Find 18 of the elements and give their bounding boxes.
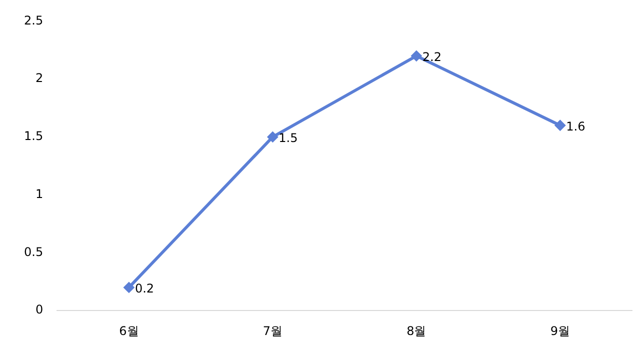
y-tick-label: 2: [35, 71, 44, 86]
y-tick-label: 1: [35, 186, 44, 201]
y-tick-label: 0.5: [24, 244, 44, 259]
point: [554, 120, 566, 131]
x-tick-label: 9월: [550, 324, 570, 338]
data-label: 1.6: [566, 120, 586, 134]
data-label: 2.2: [422, 50, 442, 64]
x-tick-label: 6월: [119, 324, 139, 338]
x-tick-label: 8월: [406, 324, 426, 338]
point: [123, 282, 134, 293]
data-label: 1.5: [278, 131, 298, 146]
x-tick-label: 7월: [262, 324, 282, 338]
point: [267, 131, 278, 142]
y-tick-label: 2.5: [24, 13, 44, 28]
y-tick-label: 0: [35, 302, 44, 317]
point: [410, 50, 422, 62]
data-label: 0.2: [134, 282, 154, 296]
y-tick-label: 1.5: [24, 129, 44, 144]
